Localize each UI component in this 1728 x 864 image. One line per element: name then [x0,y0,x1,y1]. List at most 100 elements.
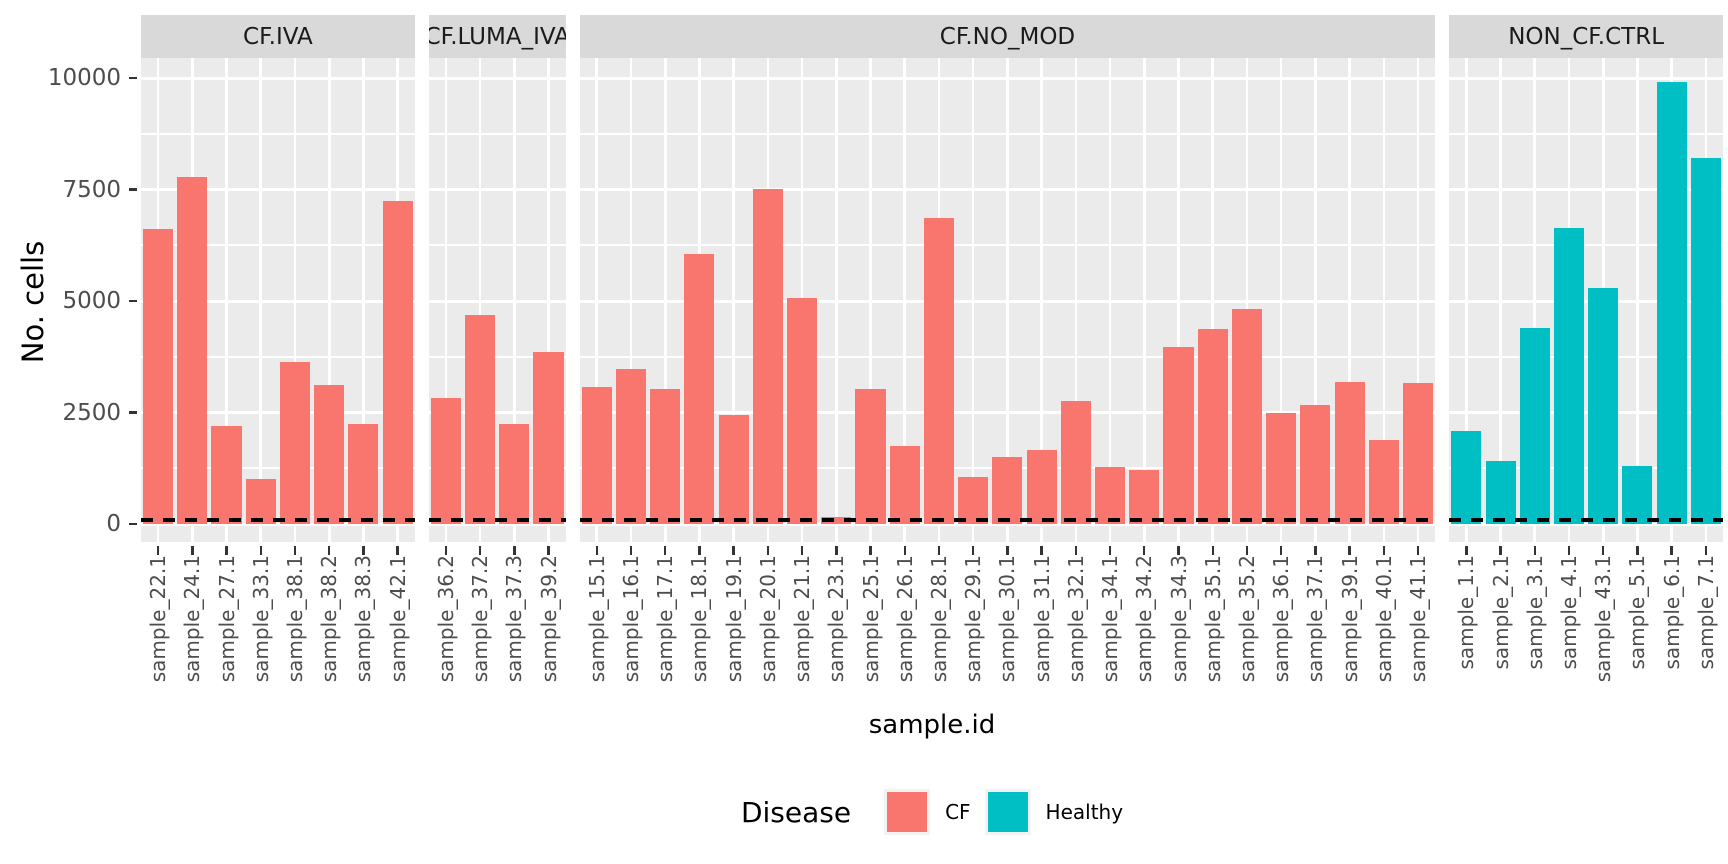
bar-sample_31.1 [1026,450,1057,524]
x-tick-label: sample_26.1 [892,555,917,683]
x-tick-label: sample_38.1 [282,555,307,683]
y-tick-label: 7500 [62,176,121,203]
x-tick-label: sample_29.1 [961,555,986,683]
x-label-slot: sample_25.1 [853,551,887,703]
x-label-slot: sample_37.3 [497,551,531,703]
grid-line-vertical [1142,58,1146,542]
x-tick-slot [1196,542,1230,555]
x-tick-label: sample_33.1 [248,555,273,683]
bar-slot [531,58,565,542]
grid-line-vertical [1636,58,1639,542]
legend-swatch-healthy [987,792,1028,832]
x-label-slot: sample_33.1 [244,551,278,703]
bar-sample_41.1 [1402,383,1434,524]
x-label-slot: sample_43.1 [1586,551,1620,703]
x-tick-mark [444,546,448,555]
grid-line-major [428,522,566,526]
x-tick-slot [819,542,853,555]
grid-line-minor [1449,355,1724,358]
x-tick-mark [1108,546,1112,555]
x-label-slot: sample_34.1 [1093,551,1127,703]
x-tick-label: sample_17.1 [653,555,678,683]
x-label-slot: sample_24.1 [175,551,209,703]
grid-line-vertical [293,58,297,542]
x-tick-label: sample_30.1 [995,555,1020,683]
x-label-slot: sample_34.2 [1127,551,1161,703]
x-tick-slot [312,542,346,555]
x-tick-label: sample_34.2 [1132,555,1157,683]
x-label-slot: sample_7.1 [1689,551,1723,703]
x-label-slot: sample_2.1 [1483,551,1517,703]
x-tick-slot [1298,542,1332,555]
bar-slots [429,58,566,542]
bar-slot [1161,58,1195,542]
bar-sample_25.1 [855,389,886,524]
plot-area: CF.IVA sample_22.1 sample_24.1 sample_27.1 s… [141,15,1724,703]
x-tick-mark [1040,546,1043,555]
x-tick-label: sample_24.1 [180,555,205,683]
x-tick-mark [869,546,872,555]
grid-line-major [141,411,415,414]
bar-slot [614,58,648,542]
x-label-slot: sample_35.1 [1196,551,1230,703]
x-tick-slot [1449,542,1483,555]
grid-line-major [428,188,566,191]
x-tick-mark [293,546,297,555]
bar-slot [751,58,785,542]
bar-sample_20.1 [752,189,783,524]
x-label-row: sample_1.1 sample_2.1 sample_3.1 sample_4.1… [1449,551,1723,703]
bar-slot [1196,58,1230,542]
grid-line-minor [428,355,566,358]
x-tick-mark [629,546,633,555]
grid-line-vertical [1279,58,1283,542]
x-tick-slot [1552,542,1586,555]
x-tick-slot [175,542,209,555]
bar-sample_22.1 [143,229,174,524]
grid-line-major [428,76,566,80]
x-tick-mark [1670,546,1673,555]
x-tick-slot [956,542,990,555]
threshold-dashed-line [1449,518,1724,522]
bar-slot [1483,58,1517,542]
x-tick-slot [1332,542,1366,555]
x-label-slot: sample_26.1 [888,551,922,703]
legend-key [984,789,1031,835]
bar-slot [429,58,463,542]
x-tick-slot [244,542,278,555]
y-tick-mark [129,299,137,303]
x-label-slot: sample_18.1 [682,551,716,703]
legend-label: CF [945,800,971,824]
facet-CF.IVA: CF.IVA sample_22.1 sample_24.1 sample_27.1 s… [141,15,415,703]
x-tick-label: sample_37.2 [468,555,493,683]
x-tick-mark [800,546,804,555]
y-tick-mark [129,76,137,80]
bar-slot [1401,58,1435,542]
bar-slots [580,58,1436,542]
grid-line-major [141,522,415,526]
bar-sample_19.1 [718,415,749,524]
grid-line-vertical [225,58,228,542]
x-tick-label: sample_31.1 [1029,555,1054,683]
bar-slot [580,58,614,542]
y-tick-mark [129,522,137,526]
grid-line-vertical [259,58,263,542]
bar-sample_37.2 [465,315,496,524]
x-tick-label: sample_38.2 [317,555,342,683]
grid-line-vertical [1416,58,1420,542]
bar-sample_42.1 [382,201,413,524]
y-tick-mark [129,188,137,191]
facet-strip: NON_CF.CTRL [1449,15,1724,58]
x-label-slot: sample_19.1 [717,551,751,703]
facet-panel [428,58,566,542]
x-tick-mark [903,546,906,555]
legend-swatch-cf [887,792,928,832]
bar-slot [853,58,887,542]
bar-slot [1552,58,1586,542]
grid-line-vertical [595,58,599,542]
bar-slot [463,58,497,542]
bar-sample_37.3 [499,424,530,524]
legend-title: Disease [740,795,852,829]
x-label-slot: sample_20.1 [751,551,785,703]
bar-slot [1025,58,1059,542]
x-label-slot: sample_15.1 [580,551,614,703]
